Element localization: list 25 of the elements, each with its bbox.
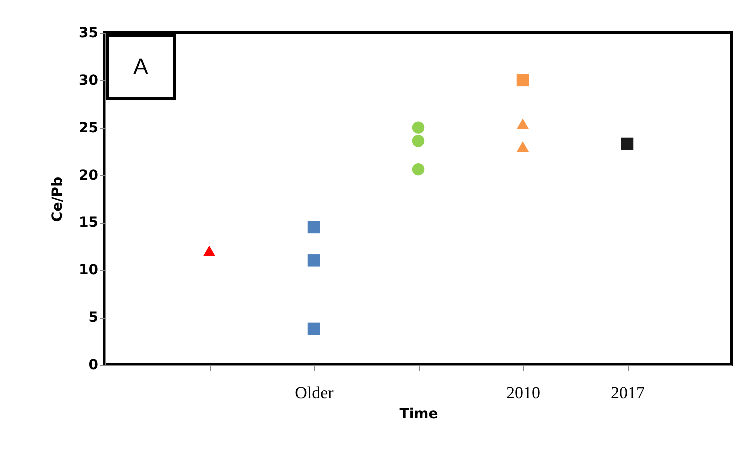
y-tick-label: 35	[79, 26, 98, 42]
point	[308, 322, 320, 336]
annotation: A	[106, 34, 176, 100]
x-tick-label: 2010	[506, 384, 540, 402]
point	[308, 221, 320, 234]
point	[412, 163, 425, 176]
y-tick-label: 20	[79, 168, 99, 184]
point	[412, 122, 425, 134]
point	[516, 118, 530, 130]
point	[308, 254, 320, 267]
y-tick-label: 5	[88, 310, 98, 326]
point	[412, 135, 425, 148]
point	[621, 138, 634, 150]
point	[203, 246, 216, 256]
x-tick-label: 2017	[611, 384, 646, 402]
y-tick-label: 10	[79, 262, 99, 279]
point	[516, 74, 530, 87]
y-tick-label: 30	[79, 72, 99, 89]
y-tick-label: 0	[88, 358, 99, 374]
x-tick-label: Older	[295, 384, 334, 402]
point	[516, 142, 530, 152]
x-axis-title: Time	[400, 406, 438, 422]
y-tick-label: 25	[79, 120, 98, 136]
y-tick-label: 15	[79, 215, 98, 232]
y-axis-title: Ce/Pb	[50, 176, 66, 222]
